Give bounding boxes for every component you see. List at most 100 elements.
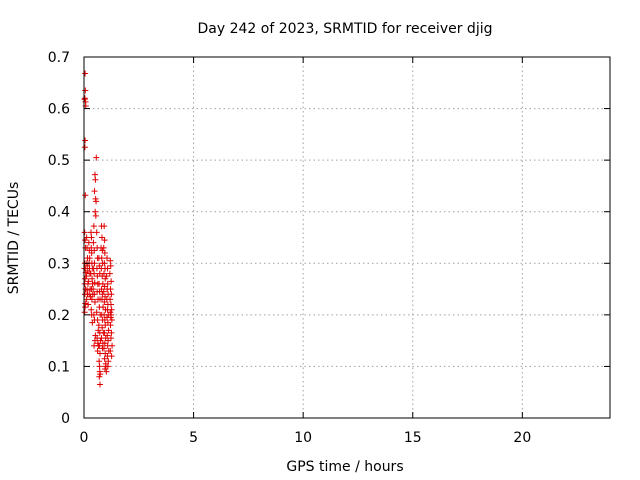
data-point [82,70,89,77]
data-point [108,278,115,285]
data-point [101,260,108,267]
data-point [88,234,95,241]
data-point [98,234,105,241]
data-point [94,317,101,324]
data-point [106,270,113,277]
data-point [101,223,108,230]
grid [84,57,610,418]
plot-frame [83,56,611,419]
data-point [88,296,95,303]
data-point [100,345,107,352]
data-point [89,275,96,282]
x-tick-label: 5 [189,430,198,446]
tick-labels: 0 5 10 15 20 0 0.1 0.2 0.3 0.4 0.5 0.6 0.7 [48,50,532,446]
data-point [91,188,98,195]
y-tick-label: 0 [61,411,70,427]
x-tick-label: 15 [404,430,422,446]
data-point [105,327,112,334]
data-point [101,283,108,290]
data-point [95,322,102,329]
data-point [82,275,89,282]
x-tick-label: 0 [80,430,89,446]
data-point [104,255,111,262]
data-point [107,335,114,342]
data-point [92,208,99,215]
y-axis-label: SRMTID / TECUs [6,182,22,295]
data-point [96,342,103,349]
data-point [96,350,103,357]
data-point [91,298,98,305]
data-point [82,87,89,94]
data-point [92,212,99,219]
data-point [101,237,108,244]
data-point [90,286,97,293]
axis-ticks [83,56,610,419]
data-point [82,192,89,199]
data-point [85,301,92,308]
data-point [90,239,97,246]
data-point [99,291,106,298]
data-point [81,309,88,316]
data-point [107,262,114,269]
chart-title: Day 242 of 2023, SRMTID for receiver dji… [198,21,493,37]
data-point [93,309,100,316]
data-point [108,291,115,298]
data-point [90,311,97,318]
data-point [107,322,114,329]
data-point [86,255,93,262]
data-point [107,301,114,308]
data-point [108,317,115,324]
y-tick-label: 0.5 [48,153,70,169]
data-point [91,247,98,254]
data-point [81,96,88,103]
data-point [91,291,98,298]
data-point [97,371,104,378]
data-point [104,280,111,287]
data-point [96,373,103,380]
data-point [96,358,103,365]
data-point [91,270,98,277]
data-point [99,324,106,331]
data-point [93,154,100,161]
data-point [101,329,108,336]
data-point [101,340,108,347]
data-point [105,337,112,344]
y-tick-label: 0.4 [48,205,70,221]
data-point [108,306,115,313]
x-tick-label: 20 [513,430,531,446]
data-point [100,244,107,251]
y-tick-label: 0.7 [48,50,70,66]
data-point [96,363,103,370]
data-point [88,306,95,313]
data-point [107,286,114,293]
data-point [104,363,111,370]
data-point [102,275,109,282]
data-point [102,366,109,373]
data-point [82,304,89,311]
data-point [104,332,111,339]
data-point [83,296,90,303]
data-point [96,381,103,388]
data-point [93,198,100,205]
data-point [82,137,89,144]
data-point [102,322,109,329]
data-point [91,260,98,267]
data-point [101,249,108,256]
data-point [109,342,116,349]
x-axis-label: GPS time / hours [286,459,403,475]
data-point [91,171,98,178]
data-point [92,176,99,183]
data-point [88,244,95,251]
data-point [101,355,108,362]
data-point [100,270,107,277]
data-point [104,265,111,272]
data-point [90,223,97,230]
data-point [103,368,110,375]
x-tick-label: 10 [294,430,312,446]
y-tick-label: 0.3 [48,256,70,272]
data-point [81,229,88,236]
y-tick-label: 0.6 [48,102,70,118]
data-point [100,288,107,295]
